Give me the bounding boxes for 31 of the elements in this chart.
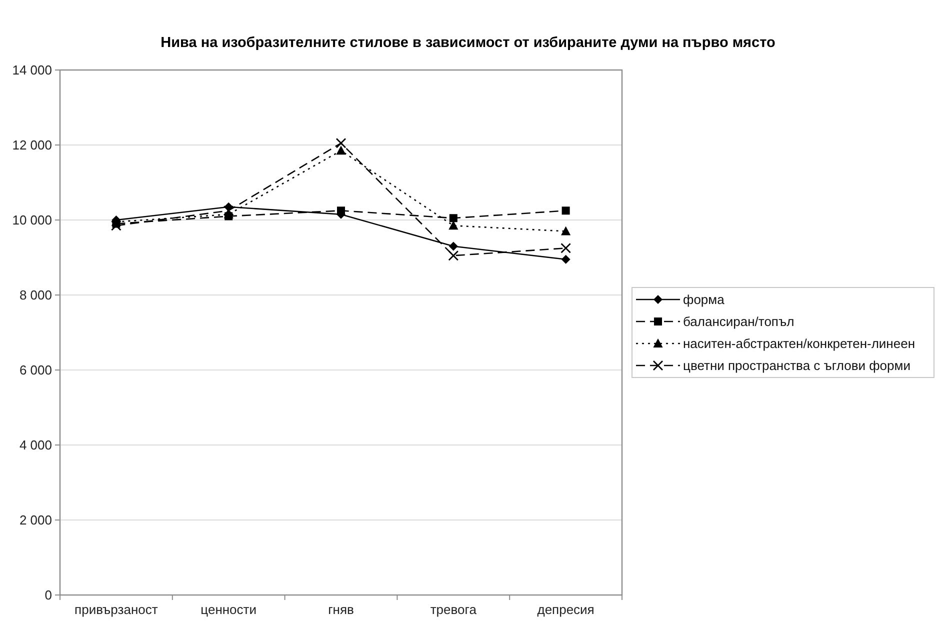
point bbox=[560, 242, 571, 254]
point bbox=[562, 206, 570, 215]
x-tick-label: гняв bbox=[328, 602, 354, 617]
legend-label: наситен-абстрактен/конкретен-линеен bbox=[683, 336, 915, 352]
point bbox=[336, 146, 346, 155]
legend-label: балансиран/топъл bbox=[683, 314, 794, 330]
point bbox=[223, 205, 234, 216]
x-tick-label: ценности bbox=[200, 602, 257, 617]
y-tick-label: 14 000 bbox=[12, 62, 52, 78]
point bbox=[337, 206, 345, 215]
point bbox=[561, 254, 570, 264]
x-tick-label: тревога bbox=[430, 602, 478, 617]
y-tick-label: 10 000 bbox=[12, 212, 52, 228]
point bbox=[448, 242, 458, 251]
point bbox=[448, 250, 459, 261]
point bbox=[561, 226, 571, 236]
y-tick-label: 8 000 bbox=[19, 288, 52, 303]
y-tick-label: 4 000 bbox=[19, 438, 52, 453]
x-tick-label: привързаност bbox=[74, 602, 158, 617]
y-tick-label: 12 000 bbox=[12, 138, 52, 153]
point bbox=[111, 220, 122, 231]
x-tick-label: депресия bbox=[537, 602, 594, 617]
point bbox=[449, 214, 458, 222]
point bbox=[336, 138, 346, 148]
y-tick-label: 6 000 bbox=[19, 362, 52, 378]
legend-label: цветни пространства с ъглови форми bbox=[683, 358, 910, 374]
point bbox=[448, 220, 458, 230]
y-tick-label: 2 000 bbox=[19, 512, 52, 528]
legend-label: форма bbox=[683, 292, 726, 308]
chart-title: Нива на изобразителните стилове в зависимост от избираните думи на първо място bbox=[160, 35, 776, 51]
y-tick-label: 0 bbox=[44, 588, 52, 603]
